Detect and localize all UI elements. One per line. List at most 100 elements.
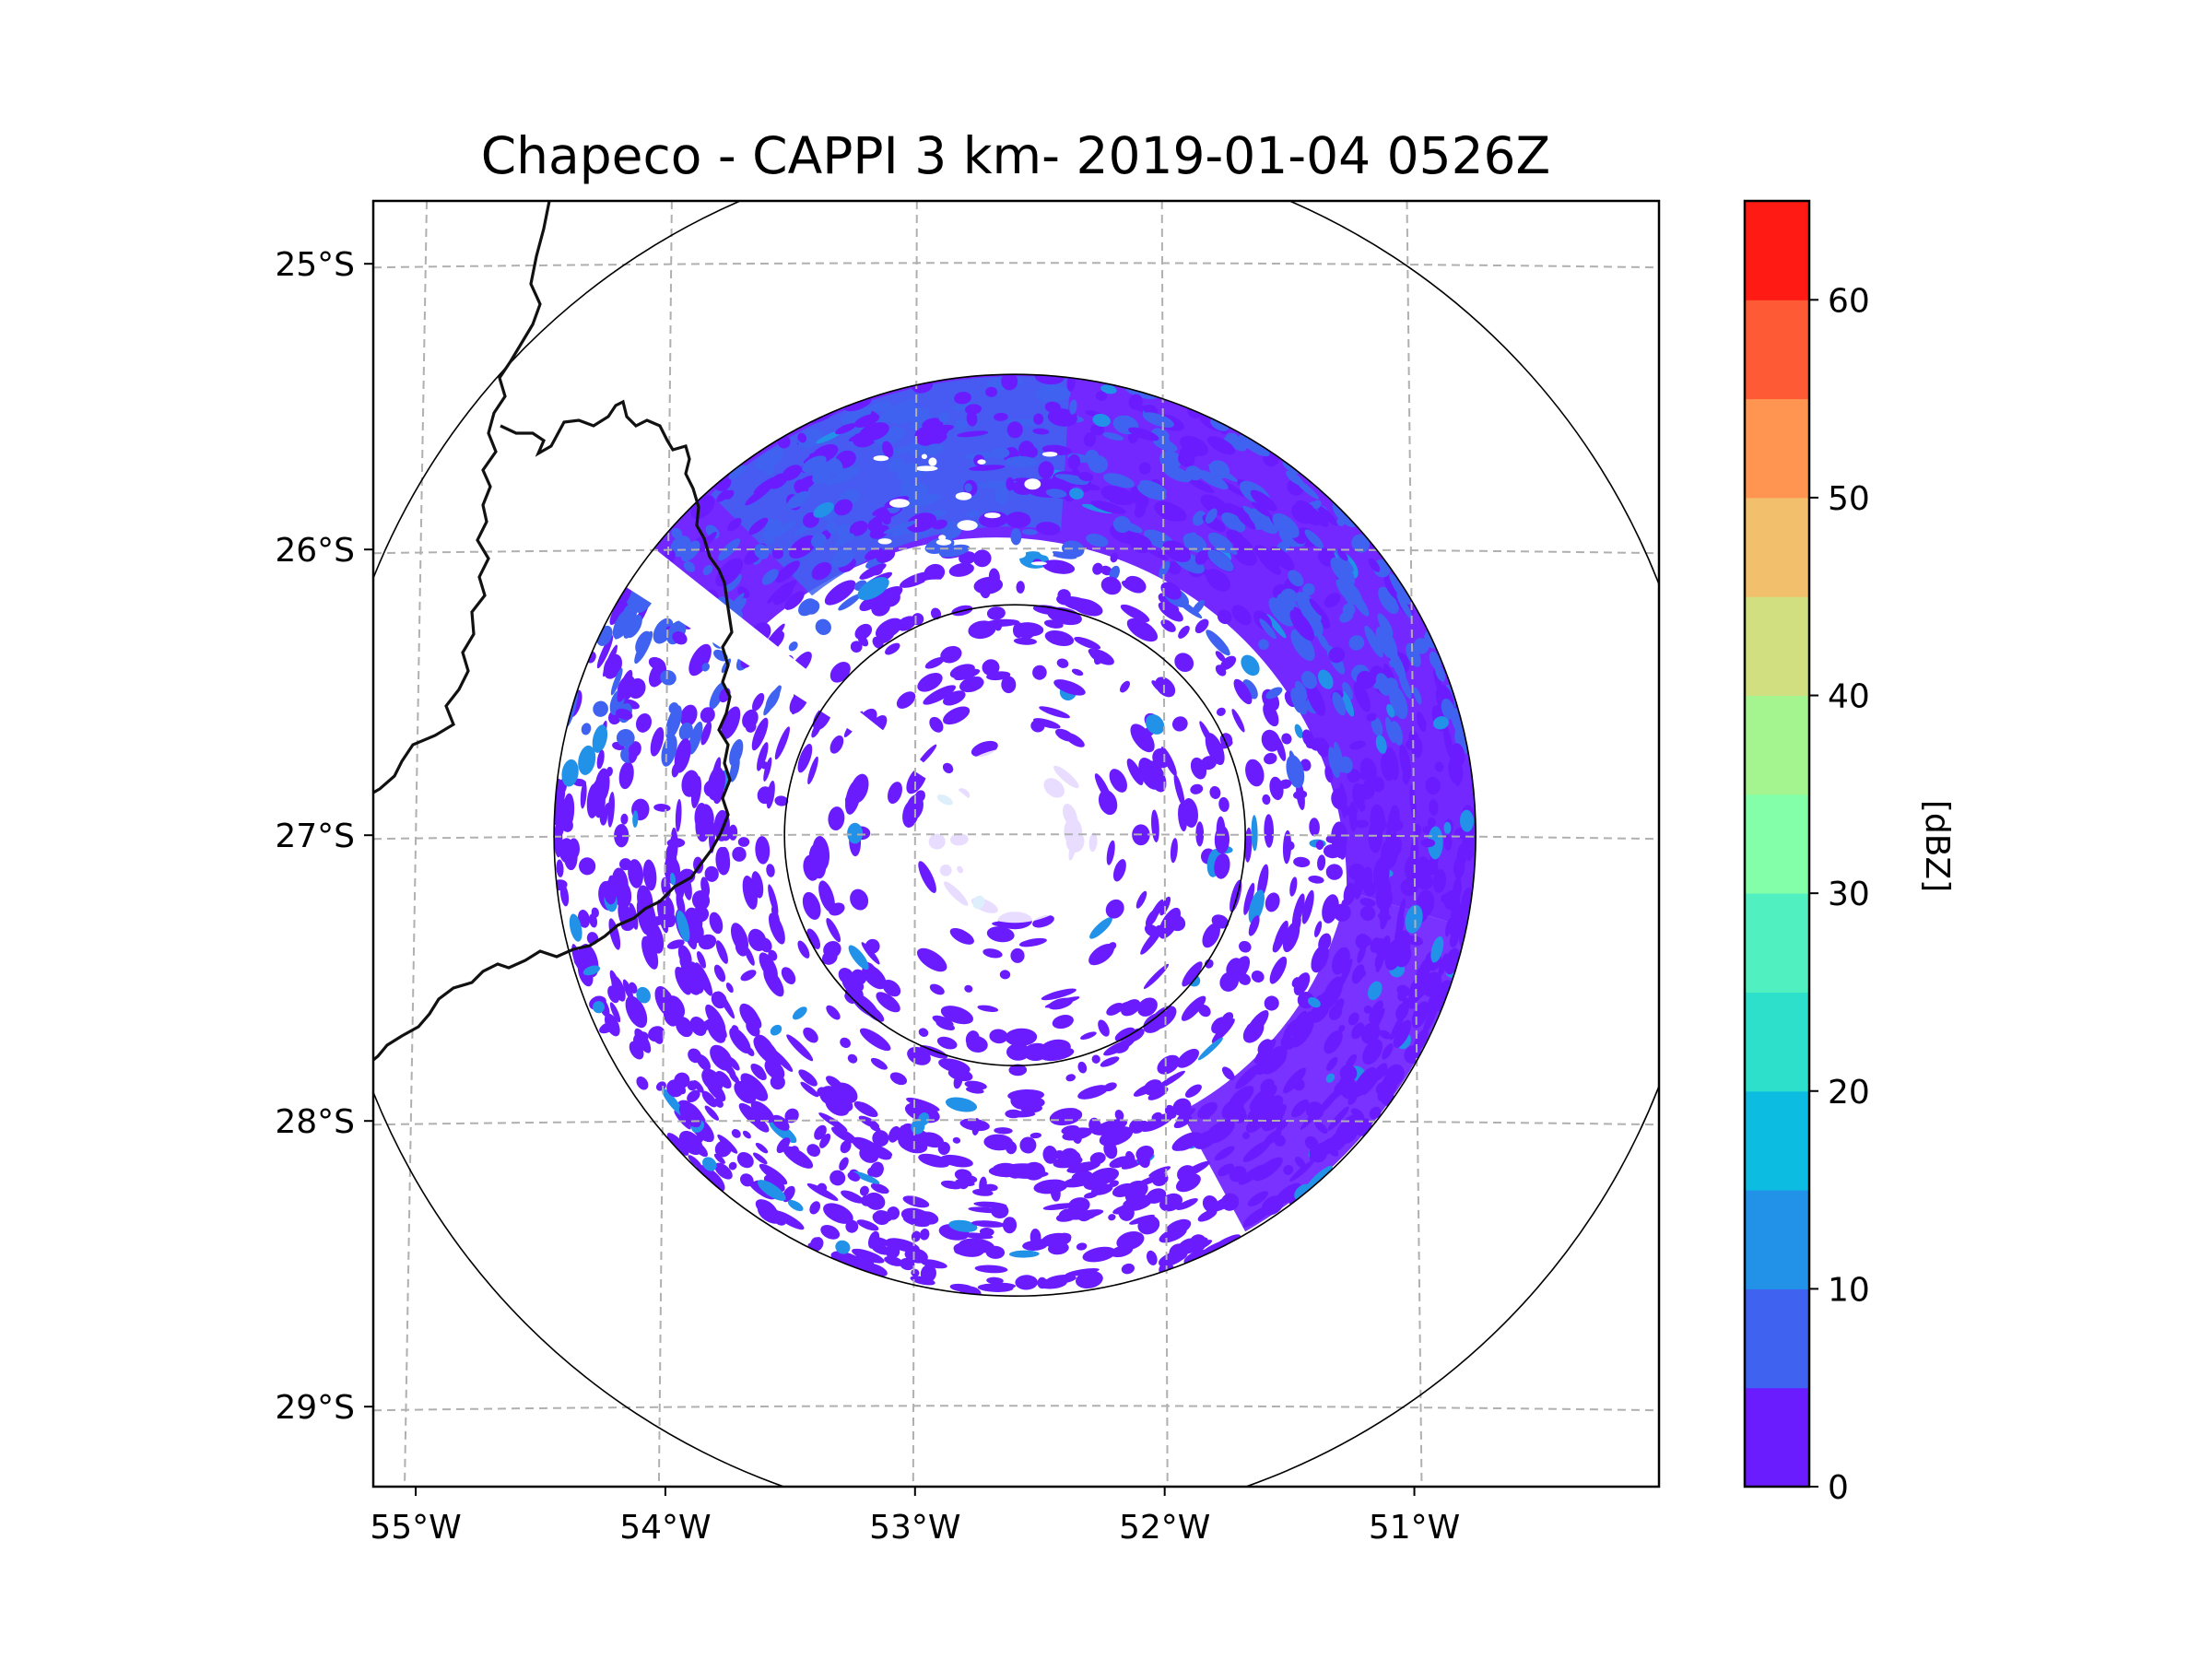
echo-speck bbox=[802, 891, 821, 920]
echo-speck bbox=[1351, 534, 1371, 553]
echo-speck bbox=[1182, 961, 1203, 987]
echo-speck bbox=[1002, 1217, 1018, 1234]
echo-speck bbox=[1235, 1064, 1261, 1089]
country-border bbox=[373, 201, 551, 794]
echo-speck bbox=[698, 934, 717, 950]
echo-speck bbox=[929, 983, 945, 995]
echo-speck bbox=[1038, 1277, 1067, 1289]
echo-speck bbox=[596, 749, 605, 770]
echo-speck bbox=[1202, 923, 1220, 948]
echo-speck bbox=[650, 726, 665, 757]
echo-speck bbox=[865, 938, 880, 954]
echo-speck bbox=[1152, 748, 1171, 769]
echo-speck bbox=[578, 745, 596, 775]
echo-speck bbox=[1166, 601, 1180, 613]
echo-speck bbox=[1179, 446, 1196, 461]
echo-speck bbox=[1033, 1179, 1068, 1194]
echo-speck bbox=[1416, 712, 1427, 733]
echo-speck bbox=[850, 888, 869, 911]
echo-speck bbox=[1175, 1132, 1203, 1151]
echo-speck bbox=[727, 517, 742, 532]
echo-speck bbox=[573, 956, 581, 966]
echo-speck bbox=[885, 642, 900, 655]
parallel-gridline bbox=[373, 1119, 1659, 1126]
echo-speck bbox=[1288, 750, 1298, 773]
echo-speck bbox=[1385, 747, 1399, 781]
echo-speck bbox=[983, 1183, 998, 1192]
echo-speck bbox=[809, 1201, 821, 1215]
echo-speck bbox=[660, 670, 677, 686]
echo-speck bbox=[737, 837, 750, 847]
echo-gap bbox=[1018, 565, 1027, 572]
colorbar: 0 10 20 30 40 50 60 [dBZ] bbox=[1743, 199, 1956, 1507]
echo-speck bbox=[1295, 478, 1319, 500]
echo-speck bbox=[757, 742, 769, 771]
echo-speck bbox=[1242, 505, 1264, 523]
echo-speck bbox=[1032, 665, 1047, 680]
echo-speck bbox=[966, 1087, 984, 1094]
echo-speck bbox=[797, 940, 810, 959]
echo-speck bbox=[774, 795, 789, 806]
echo-speck bbox=[859, 422, 889, 441]
echo-speck bbox=[859, 1185, 869, 1196]
echo-speck bbox=[1304, 1135, 1319, 1150]
echo-speck bbox=[1047, 408, 1077, 427]
echo-speck bbox=[1109, 1156, 1132, 1169]
country-border bbox=[373, 399, 734, 1062]
echo-speck bbox=[1357, 944, 1367, 963]
echo-speck bbox=[1425, 989, 1439, 1017]
echo-speck bbox=[977, 1005, 999, 1013]
echo-speck bbox=[1170, 838, 1178, 864]
echo-speck bbox=[559, 838, 575, 864]
colorbar-band bbox=[1745, 1190, 1809, 1289]
echo-speck bbox=[862, 1003, 885, 1022]
echo-speck bbox=[636, 1076, 649, 1090]
echo-speck bbox=[771, 547, 784, 559]
echo-speck bbox=[1324, 1142, 1339, 1157]
echo-speck bbox=[883, 621, 897, 632]
echo-speck bbox=[1159, 560, 1171, 578]
echo-speck bbox=[1018, 627, 1035, 640]
echo-gap bbox=[984, 512, 1001, 519]
echo-speck bbox=[1347, 1012, 1359, 1026]
echo-speck bbox=[1301, 729, 1314, 747]
colorbar-tick-label: 30 bbox=[1828, 876, 1870, 913]
echo-speck bbox=[1176, 1198, 1198, 1210]
echo-speck bbox=[763, 967, 784, 997]
echo-speck bbox=[1137, 997, 1158, 1017]
echo-speck bbox=[923, 685, 956, 705]
echo-speck bbox=[714, 1162, 733, 1180]
echo-speck bbox=[1282, 830, 1292, 865]
echo-speck bbox=[1324, 593, 1341, 608]
echo-speck bbox=[1283, 1164, 1294, 1175]
echo-speck bbox=[1281, 733, 1292, 745]
echo-speck bbox=[1372, 857, 1390, 890]
echo-speck bbox=[1334, 741, 1345, 773]
echo-speck bbox=[717, 1134, 738, 1154]
echo-speck bbox=[1146, 1250, 1158, 1265]
echo-speck bbox=[964, 483, 972, 492]
echo-speck bbox=[959, 551, 976, 565]
echo-speck bbox=[1207, 532, 1234, 553]
echo-speck bbox=[918, 861, 936, 893]
echo-speck bbox=[1427, 817, 1436, 828]
echo-speck bbox=[763, 1174, 785, 1193]
echo-speck bbox=[1265, 614, 1287, 639]
echo-speck bbox=[826, 917, 841, 943]
echo-speck bbox=[693, 1079, 704, 1093]
echo-speck bbox=[766, 864, 775, 877]
echo-speck bbox=[1273, 920, 1288, 953]
echo-speck bbox=[1245, 759, 1265, 787]
colorbar-band bbox=[1745, 1090, 1809, 1191]
echo-speck bbox=[1448, 757, 1464, 784]
echo-speck bbox=[750, 1100, 775, 1124]
echo-speck bbox=[625, 614, 642, 639]
echo-speck bbox=[1014, 1096, 1045, 1110]
echo-speck bbox=[1006, 1042, 1030, 1061]
echo-speck bbox=[731, 1025, 739, 1033]
echo-speck bbox=[688, 721, 703, 755]
echo-speck bbox=[1415, 966, 1424, 982]
range-rings bbox=[373, 201, 1659, 1487]
echo-speck bbox=[725, 982, 734, 994]
echo-speck bbox=[1035, 522, 1061, 535]
